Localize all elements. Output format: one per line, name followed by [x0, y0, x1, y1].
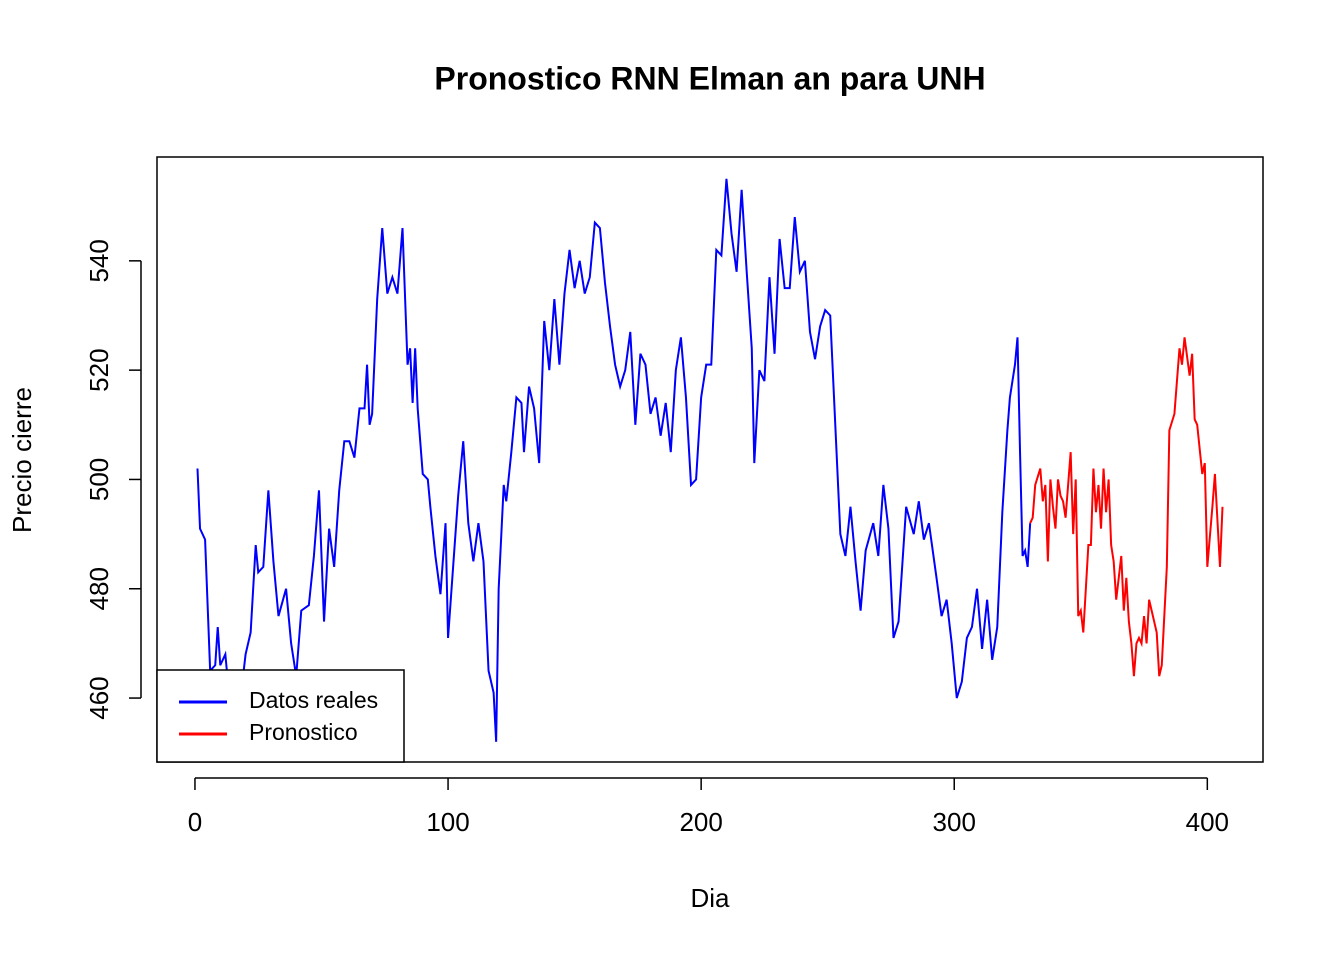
- chart-title: Pronostico RNN Elman an para UNH: [434, 60, 985, 96]
- y-axis-label: Precio cierre: [7, 387, 37, 533]
- y-tick-label: 520: [84, 348, 114, 391]
- y-tick-label: 460: [84, 676, 114, 719]
- x-tick-label: 400: [1186, 807, 1229, 837]
- plot-frame: [156, 156, 1264, 763]
- y-tick-label: 540: [84, 239, 114, 282]
- line-series: [1029, 337, 1224, 677]
- line-series: [196, 178, 1032, 742]
- x-tick-label: 300: [933, 807, 976, 837]
- legend-box: [156, 669, 405, 763]
- y-tick-label: 480: [84, 567, 114, 610]
- legend-label: Datos reales: [249, 687, 378, 713]
- legend-label: Pronostico: [249, 719, 358, 745]
- x-axis-label: Dia: [690, 883, 730, 913]
- y-tick-label: 500: [84, 458, 114, 501]
- x-tick-label: 100: [426, 807, 469, 837]
- x-tick-label: 200: [679, 807, 722, 837]
- x-tick-label: 0: [188, 807, 202, 837]
